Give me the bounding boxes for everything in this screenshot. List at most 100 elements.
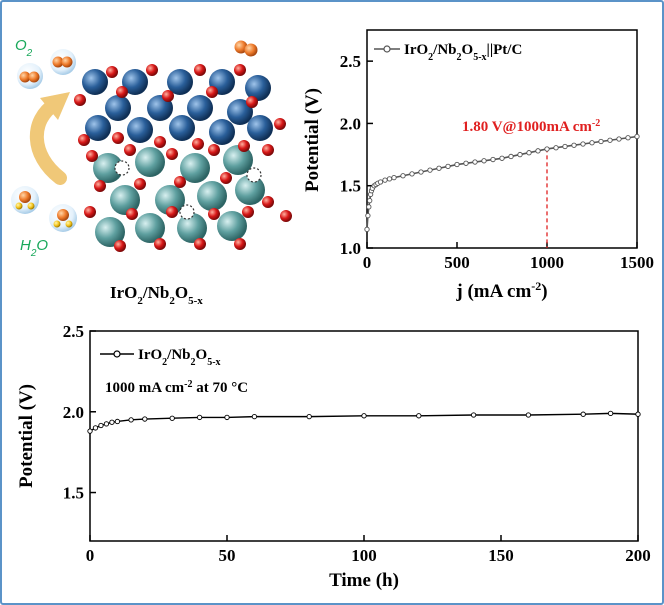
nb-atom (223, 145, 253, 175)
ir-atom (85, 115, 111, 141)
data-point (391, 174, 397, 181)
nb-atom (235, 175, 265, 205)
oxygen-atom (126, 208, 138, 220)
oxygen-atom (192, 138, 204, 150)
y-axis-label: Potential (V) (302, 88, 323, 192)
y-tick-label: 2.0 (340, 114, 361, 133)
polarization-chart: 0 500 1000 1500 1.0 1.5 2.0 2.5 1.80 V@1000mA c… (302, 29, 654, 302)
data-point (366, 204, 372, 210)
oxygen-vacancy (114, 160, 130, 176)
data-point (109, 419, 115, 425)
arrow-head-icon (40, 92, 70, 120)
data-point (103, 421, 110, 427)
data-point (427, 167, 433, 173)
data-point (526, 150, 532, 156)
illustration-caption: IrO2/Nb2O5-x (110, 283, 203, 307)
data-point (142, 416, 148, 422)
data-point (361, 413, 367, 419)
data-point (463, 160, 469, 166)
data-point (517, 151, 523, 158)
data-point (544, 146, 550, 152)
series-line (364, 133, 640, 232)
o2-label: O2 (15, 37, 33, 59)
oxygen-atom (280, 210, 292, 222)
data-point (499, 155, 505, 161)
x-axis-label: j (mA cm-2) (455, 279, 547, 302)
x-tick-label: 150 (488, 546, 514, 565)
data-point (634, 133, 640, 140)
oxygen-atom (234, 64, 246, 76)
oxygen-vacancy (179, 204, 195, 220)
nb-atom (95, 217, 125, 247)
data-point (562, 143, 568, 150)
data-point (470, 412, 477, 418)
data-point (625, 135, 631, 141)
x-tick-label: 1000 (530, 253, 564, 272)
data-point (571, 142, 577, 148)
nb-atom (177, 213, 207, 243)
curved-arrow-icon (29, 97, 67, 185)
oxygen-atom (220, 172, 232, 184)
oxygen-atom (78, 134, 90, 146)
oxygen-atom (206, 86, 218, 98)
ir-atom (227, 99, 253, 125)
data-point (616, 136, 622, 142)
axis-ticks: 0 50 100 150 200 1.5 2.0 2.5 (63, 322, 651, 565)
oxygen-atom (262, 196, 274, 208)
oxygen-atom (116, 86, 128, 98)
x-tick-label: 0 (363, 253, 372, 272)
nb-atom (135, 213, 165, 243)
ir-atom (245, 75, 271, 101)
oxygen-atom (194, 238, 206, 250)
x-tick-label: 500 (444, 253, 470, 272)
oxygen-atom (94, 180, 106, 192)
data-point (128, 417, 134, 423)
ir-atom (122, 69, 148, 95)
stability-chart: 0 50 100 150 200 1.5 2.0 2.5 IrO2/Nb2O5-x 1000 … (16, 322, 651, 591)
data-point (481, 158, 487, 164)
data-point (635, 411, 641, 417)
data-point (98, 422, 104, 429)
nb-atom (180, 153, 210, 183)
data-point (445, 163, 451, 170)
oxygen-atom (208, 144, 220, 156)
oxygen-atom (154, 136, 166, 148)
data-point (386, 176, 393, 182)
nb-atom (135, 147, 165, 177)
y-tick-label: 2.5 (63, 322, 84, 341)
annotation-label: 1.80 V@1000mA cm-2 (462, 118, 600, 136)
oxygen-atom (134, 178, 146, 190)
oxygen-atom (162, 90, 174, 102)
data-point (367, 198, 373, 204)
data-point (382, 177, 388, 183)
nb-atom (93, 153, 123, 183)
oxygen-atom (154, 238, 166, 250)
y-tick-label: 2.5 (340, 52, 361, 71)
ir-atom (169, 115, 195, 141)
oxygen-atom (208, 208, 220, 220)
y-axis-label: Potential (V) (16, 384, 37, 488)
o2-molecule-icon (17, 40, 258, 89)
h2o-molecule-icon (11, 186, 77, 232)
data-point (589, 140, 595, 146)
data-point (169, 415, 175, 421)
data-point (196, 414, 203, 421)
data-point (454, 161, 460, 168)
data-point (553, 145, 559, 151)
oxygen-atom (274, 118, 286, 130)
oxygen-atom (112, 132, 124, 144)
data-point (508, 153, 514, 160)
oxygen-vacancy (246, 167, 262, 183)
oxygen-atom (166, 148, 178, 160)
y-tick-label: 1.5 (340, 177, 361, 196)
data-point (92, 425, 99, 431)
data-point (607, 137, 613, 143)
ir-atom (167, 69, 193, 95)
x-tick-label: 1500 (620, 253, 654, 272)
data-point (87, 428, 93, 434)
legend: IrO2/Nb2O5-x||Pt/C (374, 42, 522, 63)
x-tick-label: 200 (625, 546, 651, 565)
legend-label: IrO2/Nb2O5-x (138, 347, 221, 368)
oxygen-atom (86, 150, 98, 162)
